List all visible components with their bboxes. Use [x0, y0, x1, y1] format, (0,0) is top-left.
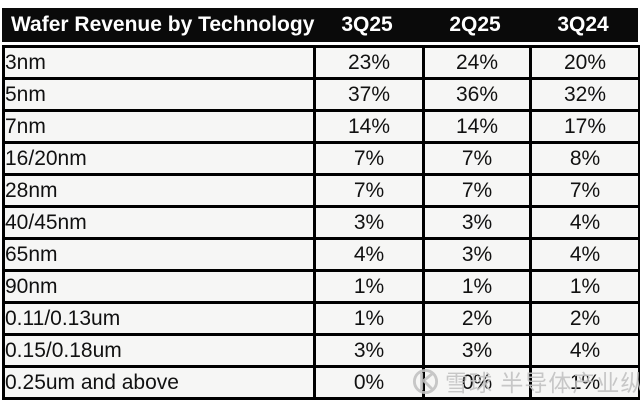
row-label: 16/20nm [2, 141, 316, 176]
table-row: 0.25um and above 0% 0% 1% [2, 365, 640, 400]
cell-value: 7% [422, 141, 532, 176]
cell-value: 4% [529, 205, 640, 240]
cell-value: 4% [529, 333, 640, 368]
table-row: 3nm 23% 24% 20% [2, 45, 640, 80]
cell-value: 20% [529, 45, 640, 80]
table-row: 40/45nm 3% 3% 4% [2, 205, 640, 240]
table-row: 90nm 1% 1% 1% [2, 269, 640, 304]
cell-value: 1% [313, 269, 425, 304]
cell-value: 14% [422, 109, 532, 144]
cell-value: 0% [422, 365, 532, 400]
table-title: Wafer Revenue by Technology [11, 13, 315, 36]
cell-value: 3% [422, 333, 532, 368]
data-grid: 3nm 23% 24% 20% 5nm 37% 36% 32% 7nm 14% … [2, 45, 640, 400]
column-header-3q24: 3Q24 [557, 13, 609, 36]
cell-value: 7% [313, 141, 425, 176]
cell-value: 4% [313, 237, 425, 272]
row-label: 0.11/0.13um [2, 301, 316, 336]
table-row: 16/20nm 7% 7% 8% [2, 141, 640, 176]
wafer-revenue-table: Wafer Revenue by Technology 3Q25 2Q25 3Q… [2, 8, 640, 400]
cell-value: 0% [313, 365, 425, 400]
cell-value: 1% [422, 269, 532, 304]
cell-value: 4% [529, 237, 640, 272]
row-label: 5nm [2, 77, 316, 112]
table-row: 7nm 14% 14% 17% [2, 109, 640, 144]
column-header-3q25: 3Q25 [341, 13, 393, 36]
cell-value: 23% [313, 45, 425, 80]
cell-value: 3% [422, 205, 532, 240]
cell-value: 7% [313, 173, 425, 208]
cell-value: 3% [313, 205, 425, 240]
column-header-2q25: 2Q25 [449, 13, 501, 36]
cell-value: 1% [529, 365, 640, 400]
row-label: 90nm [2, 269, 316, 304]
cell-value: 1% [529, 269, 640, 304]
table-row: 0.11/0.13um 1% 2% 2% [2, 301, 640, 336]
row-label: 3nm [2, 45, 316, 80]
cell-value: 1% [313, 301, 425, 336]
cell-value: 24% [422, 45, 532, 80]
table-row: 65nm 4% 3% 4% [2, 237, 640, 272]
cell-value: 3% [422, 237, 532, 272]
cell-value: 32% [529, 77, 640, 112]
table-row: 28nm 7% 7% 7% [2, 173, 640, 208]
table-row: 5nm 37% 36% 32% [2, 77, 640, 112]
cell-value: 2% [529, 301, 640, 336]
row-label: 28nm [2, 173, 316, 208]
cell-value: 14% [313, 109, 425, 144]
cell-value: 37% [313, 77, 425, 112]
cell-value: 3% [313, 333, 425, 368]
table-row: 0.15/0.18um 3% 3% 4% [2, 333, 640, 368]
cell-value: 8% [529, 141, 640, 176]
row-label: 40/45nm [2, 205, 316, 240]
table-header-row: Wafer Revenue by Technology 3Q25 2Q25 3Q… [2, 8, 638, 42]
row-label: 0.15/0.18um [2, 333, 316, 368]
cell-value: 2% [422, 301, 532, 336]
cell-value: 7% [422, 173, 532, 208]
cell-value: 7% [529, 173, 640, 208]
row-label: 0.25um and above [2, 365, 316, 400]
cell-value: 17% [529, 109, 640, 144]
row-label: 7nm [2, 109, 316, 144]
cell-value: 36% [422, 77, 532, 112]
row-label: 65nm [2, 237, 316, 272]
